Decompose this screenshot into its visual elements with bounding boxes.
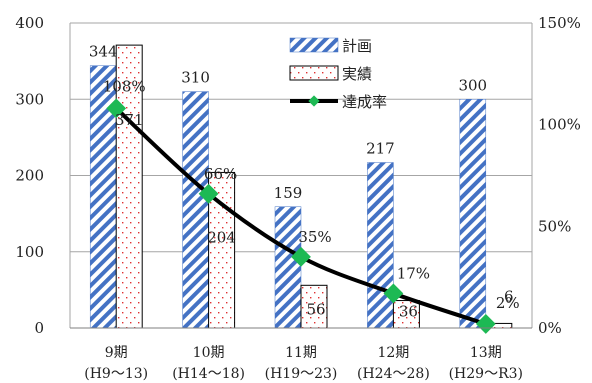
data-label-plan: 344	[89, 43, 118, 61]
y-left-tick-label: 300	[15, 90, 44, 108]
x-tick-label: (H19～23)	[265, 366, 338, 382]
legend-swatch-plan	[289, 37, 339, 53]
rate-marker	[383, 283, 404, 304]
legend-label-rate: 達成率	[342, 93, 387, 111]
x-tick-label: 11期	[285, 345, 317, 361]
legend-swatch-actual	[289, 65, 339, 81]
data-label-rate: 108%	[103, 77, 146, 95]
y-right-tick-label: 0%	[538, 319, 562, 337]
rate-marker	[475, 314, 496, 334]
x-tick-label: (H9～13)	[84, 366, 148, 382]
legend-label-plan: 計画	[342, 37, 372, 55]
y-right-tick-label: 50%	[538, 217, 571, 235]
data-label-actual: 56	[306, 300, 325, 318]
bar-actual	[392, 300, 420, 329]
y-left-tick-label: 400	[15, 14, 44, 32]
bar-plan	[182, 91, 209, 329]
rate-marker	[106, 98, 127, 119]
y-left-tick-label: 100	[15, 243, 44, 261]
bar-plan	[459, 99, 487, 329]
y-right-tick-label: 150%	[538, 14, 581, 32]
data-label-actual: 204	[207, 228, 236, 246]
data-label-plan: 310	[181, 69, 210, 87]
x-tick-label: 12期	[377, 345, 409, 361]
legend-marker-rate	[308, 95, 320, 107]
data-label-rate: 35%	[298, 228, 331, 246]
data-label-plan: 217	[366, 140, 395, 158]
x-tick-label: 13期	[470, 345, 502, 361]
data-label-actual: 6	[504, 287, 514, 305]
data-label-plan: 159	[274, 184, 303, 202]
data-label-rate: 66%	[204, 165, 237, 183]
data-label-actual: 371	[115, 111, 144, 129]
bar-plan	[367, 162, 394, 329]
bar-plan	[274, 206, 302, 329]
x-tick-label: (H14～18)	[172, 366, 245, 382]
x-tick-label: (H29～R3)	[449, 366, 523, 382]
y-right-tick-label: 100%	[538, 116, 581, 134]
x-tick-label: 10期	[193, 345, 225, 361]
data-label-rate: 17%	[397, 264, 430, 282]
data-label-actual: 36	[399, 303, 418, 321]
legend-label-actual: 実績	[342, 65, 372, 83]
x-tick-label: (H24～28)	[357, 366, 430, 382]
y-left-tick-label: 0	[34, 319, 44, 337]
x-tick-label: 9期	[105, 345, 128, 361]
y-left-tick-label: 200	[15, 167, 44, 185]
rate-marker	[198, 183, 219, 204]
data-label-plan: 300	[458, 76, 487, 94]
data-label-rate: 2%	[496, 294, 520, 312]
